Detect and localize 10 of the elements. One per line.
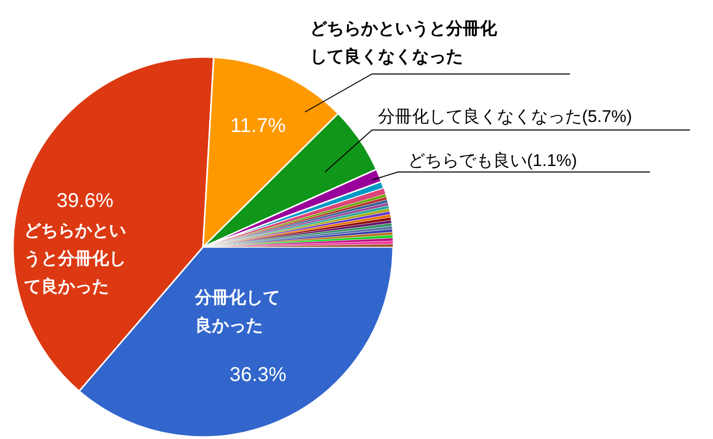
slice-label: 分冊化して良くなくなった <box>378 107 582 126</box>
data-label: 36.3% <box>230 364 287 386</box>
data-label: (1.1%) <box>527 151 578 170</box>
slice-label: どちらかというと分冊化して良かった <box>24 221 126 296</box>
slice-label: どちらでも良い <box>408 151 527 170</box>
data-label: (5.7%) <box>582 107 632 126</box>
slice-label: 分冊化して良かった <box>194 288 280 335</box>
data-label: 11.7% <box>230 115 286 137</box>
slice-label: どちらかというと分冊化して良くなくなった <box>310 19 498 66</box>
data-label: 39.6% <box>56 190 114 212</box>
